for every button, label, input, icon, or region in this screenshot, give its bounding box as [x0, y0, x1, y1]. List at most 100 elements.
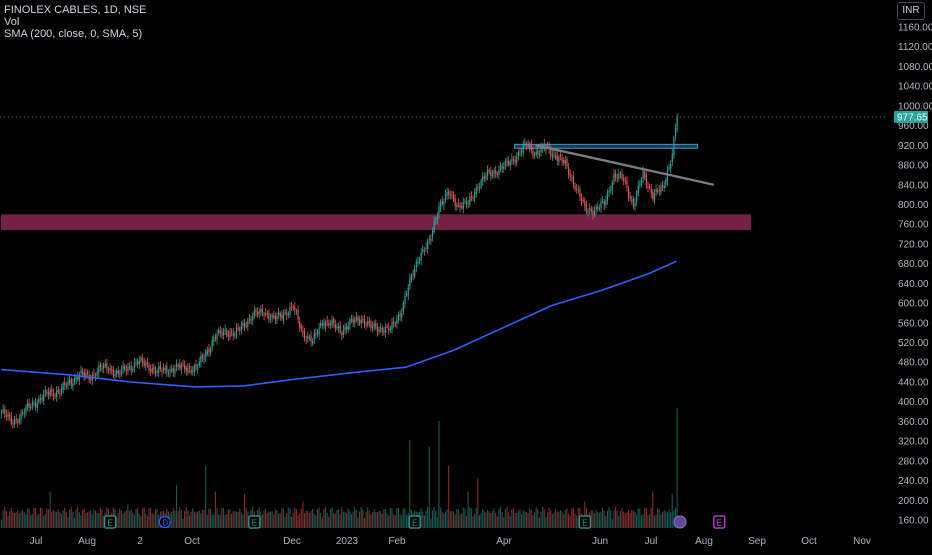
volume-bar [388, 515, 390, 528]
volume-bar [80, 515, 82, 528]
candle-body [30, 406, 32, 408]
candle-body [163, 368, 165, 371]
candle-body [642, 171, 644, 179]
candle-body [464, 200, 466, 202]
candle-body [177, 365, 179, 367]
candle-body [28, 402, 30, 407]
candle-body [347, 326, 349, 330]
candle-body [132, 368, 134, 371]
candle-body [538, 153, 541, 156]
candle-body [313, 333, 315, 340]
volume-bar [201, 510, 203, 528]
candle-body [582, 200, 584, 202]
candle-body [376, 327, 379, 332]
candle-body [263, 314, 265, 316]
candle-body [370, 322, 372, 329]
volume-bar [457, 509, 459, 528]
volume-bar [577, 508, 579, 528]
volume-bar [454, 514, 456, 528]
candle-body [350, 319, 353, 321]
x-tick-label: Jul [645, 536, 658, 547]
volume-bar [548, 507, 550, 528]
volume-bar [82, 510, 84, 528]
candle-body [244, 323, 246, 327]
candle-body [375, 323, 377, 328]
candle-body [589, 208, 591, 211]
candle-body [477, 187, 479, 189]
candle-body [568, 167, 570, 175]
candle-body [70, 378, 72, 385]
x-tick-label: Aug [695, 536, 713, 547]
candle-body [608, 190, 610, 193]
volume-bar [60, 513, 63, 528]
volume-bar [44, 514, 46, 528]
candle-body [349, 319, 351, 326]
volume-bar [433, 506, 435, 528]
volume-bar [46, 508, 48, 528]
x-tick-label: Aug [78, 536, 96, 547]
candle-body [286, 313, 288, 316]
y-tick-label: 280.00 [898, 456, 929, 467]
volume-bar [305, 510, 307, 528]
candle-body [308, 337, 310, 339]
volume-bar [290, 516, 293, 528]
candle-body [318, 327, 320, 336]
support-zone [1, 214, 752, 231]
volume-bar [175, 484, 178, 528]
candle-body [555, 154, 557, 158]
candle-body [46, 391, 48, 394]
volume-bar [156, 508, 158, 528]
candle-body [487, 170, 489, 176]
candle-body [300, 326, 302, 330]
volume-bar [533, 512, 536, 528]
sma-indicator-label[interactable]: SMA (200, close, 0, SMA, 5) [4, 28, 143, 40]
volume-bar [101, 509, 103, 528]
candle-body [328, 322, 330, 326]
volume-bar [150, 507, 152, 528]
volume-bar [67, 517, 69, 528]
volume-bar [219, 514, 221, 528]
symbol-title: FINOLEX CABLES, 1D, NSE [4, 4, 147, 16]
candle-body [38, 398, 40, 403]
y-tick-label: 520.00 [898, 338, 929, 349]
volume-bar [216, 507, 218, 528]
candle-body [159, 365, 161, 370]
x-tick-label: Jul [30, 536, 43, 547]
candle-body [564, 160, 566, 165]
candle-body [119, 372, 121, 375]
candle-body [610, 190, 612, 192]
candle-body [52, 392, 55, 397]
volume-bar [561, 511, 563, 528]
candle-body [441, 200, 443, 204]
x-tick-label: Dec [283, 536, 301, 547]
candle-body [553, 153, 555, 155]
x-tick-label: Jun [592, 536, 608, 547]
volume-bar [670, 512, 672, 528]
candle-body [674, 128, 677, 137]
candle-body [661, 184, 664, 187]
candle-body [43, 393, 45, 401]
candle-body [671, 153, 673, 163]
candle-body [422, 249, 424, 252]
candle-body [341, 332, 343, 336]
currency-button[interactable]: INR [897, 2, 925, 20]
candle-body [546, 145, 549, 147]
candle-body [22, 412, 24, 414]
candle-body [39, 398, 42, 400]
candle-body [404, 295, 406, 304]
volume-indicator-label[interactable]: Vol [4, 16, 20, 28]
candle-body [190, 369, 192, 373]
candle-body [516, 156, 518, 164]
candle-body [269, 318, 272, 320]
candle-body [352, 318, 354, 323]
volume-bar [511, 509, 513, 528]
candle-body [673, 137, 675, 156]
volume-bar [349, 510, 351, 528]
volume-bar [4, 506, 6, 528]
volume-bar [154, 509, 156, 528]
candle-body [206, 350, 208, 354]
candle-body [393, 321, 395, 323]
candle-body [325, 321, 327, 328]
